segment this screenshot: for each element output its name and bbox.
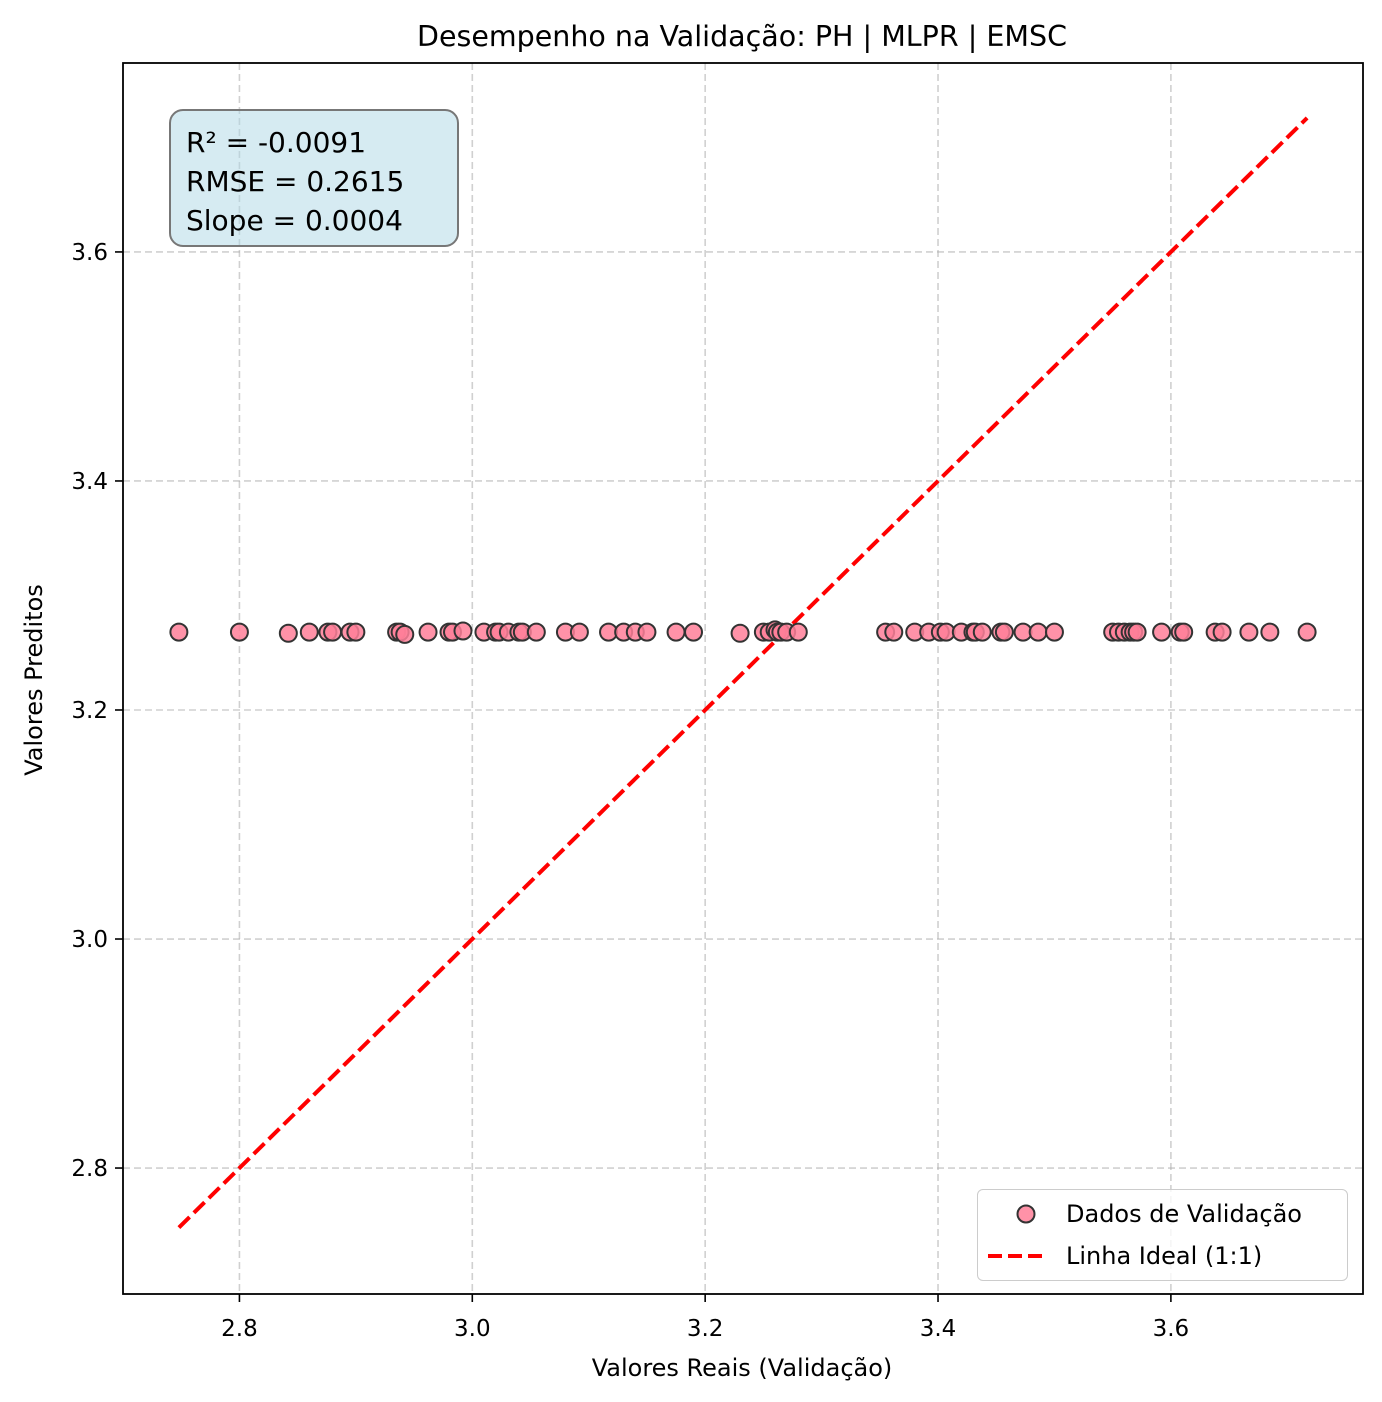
x-tick-label: 3.6 <box>1153 1316 1190 1342</box>
scatter-point <box>1260 622 1280 642</box>
legend-label-line: Linha Ideal (1:1) <box>1066 1242 1263 1270</box>
scatter-point <box>453 621 473 641</box>
y-tick-label: 3.4 <box>71 469 108 495</box>
chart-title: Desempenho na Validação: PH | MLPR | EMS… <box>417 20 1067 53</box>
y-tick-label: 3.2 <box>71 698 108 724</box>
scatter-point <box>1127 622 1147 642</box>
y-tick-label: 3.6 <box>71 240 108 266</box>
scatter-point <box>1212 622 1232 642</box>
scatter-point <box>169 622 189 642</box>
scatter-point <box>278 623 298 643</box>
scatter-point <box>684 622 704 642</box>
y-axis: 2.8 3.0 3.2 3.4 3.6 <box>71 240 123 1182</box>
scatter-point <box>1044 622 1064 642</box>
scatter-point <box>637 622 657 642</box>
x-tick-label: 3.0 <box>454 1316 491 1342</box>
scatter-point <box>418 622 438 642</box>
scatter-point <box>884 622 904 642</box>
ideal-line-layer <box>177 116 1309 1230</box>
plot-frame <box>122 62 1364 1295</box>
scatter-point <box>323 622 343 642</box>
rmse-stat: RMSE = 0.2615 <box>186 165 405 198</box>
scatter-point <box>666 622 686 642</box>
scatter-point <box>730 623 750 643</box>
y-tick-label: 3.0 <box>71 927 108 953</box>
x-tick-label: 3.4 <box>920 1316 957 1342</box>
legend: Dados de Validação Linha Ideal (1:1) <box>977 1189 1348 1281</box>
scatter-point <box>229 622 249 642</box>
scatter-points <box>169 620 1317 644</box>
scatter-point <box>346 622 366 642</box>
x-axis-label: Valores Reais (Validação) <box>592 1354 893 1382</box>
scatter-point <box>1174 622 1194 642</box>
scatter-marker-swatch <box>986 1199 1048 1229</box>
scatter-point <box>1152 622 1172 642</box>
grid-lines <box>123 63 1363 1294</box>
scatter-point <box>299 622 319 642</box>
legend-item-scatter: Dados de Validação <box>978 1199 1302 1229</box>
scatter-point <box>1239 622 1259 642</box>
x-tick-label: 2.8 <box>221 1316 258 1342</box>
scatter-point <box>569 622 589 642</box>
scatter-point <box>788 622 808 642</box>
legend-label-scatter: Dados de Validação <box>1066 1200 1302 1228</box>
r2-stat: R² = -0.0091 <box>186 126 367 159</box>
x-axis: 2.8 3.0 3.2 3.4 3.6 <box>221 1294 1189 1342</box>
x-tick-label: 3.2 <box>687 1316 724 1342</box>
y-tick-label: 2.8 <box>71 1156 108 1182</box>
slope-stat: Slope = 0.0004 <box>186 204 403 237</box>
dashed-line-swatch <box>986 1241 1048 1271</box>
legend-item-line: Linha Ideal (1:1) <box>978 1241 1262 1271</box>
scatter-point <box>994 622 1014 642</box>
ideal-line <box>177 116 1309 1230</box>
scatter-point <box>526 622 546 642</box>
scatter-point <box>1028 622 1048 642</box>
scatter-point <box>1297 622 1317 642</box>
y-axis-label: Valores Preditos <box>20 584 48 776</box>
scatter-point <box>395 624 415 644</box>
stats-box: R² = -0.0091 RMSE = 0.2615 Slope = 0.000… <box>169 109 459 247</box>
scatter-point <box>972 622 992 642</box>
